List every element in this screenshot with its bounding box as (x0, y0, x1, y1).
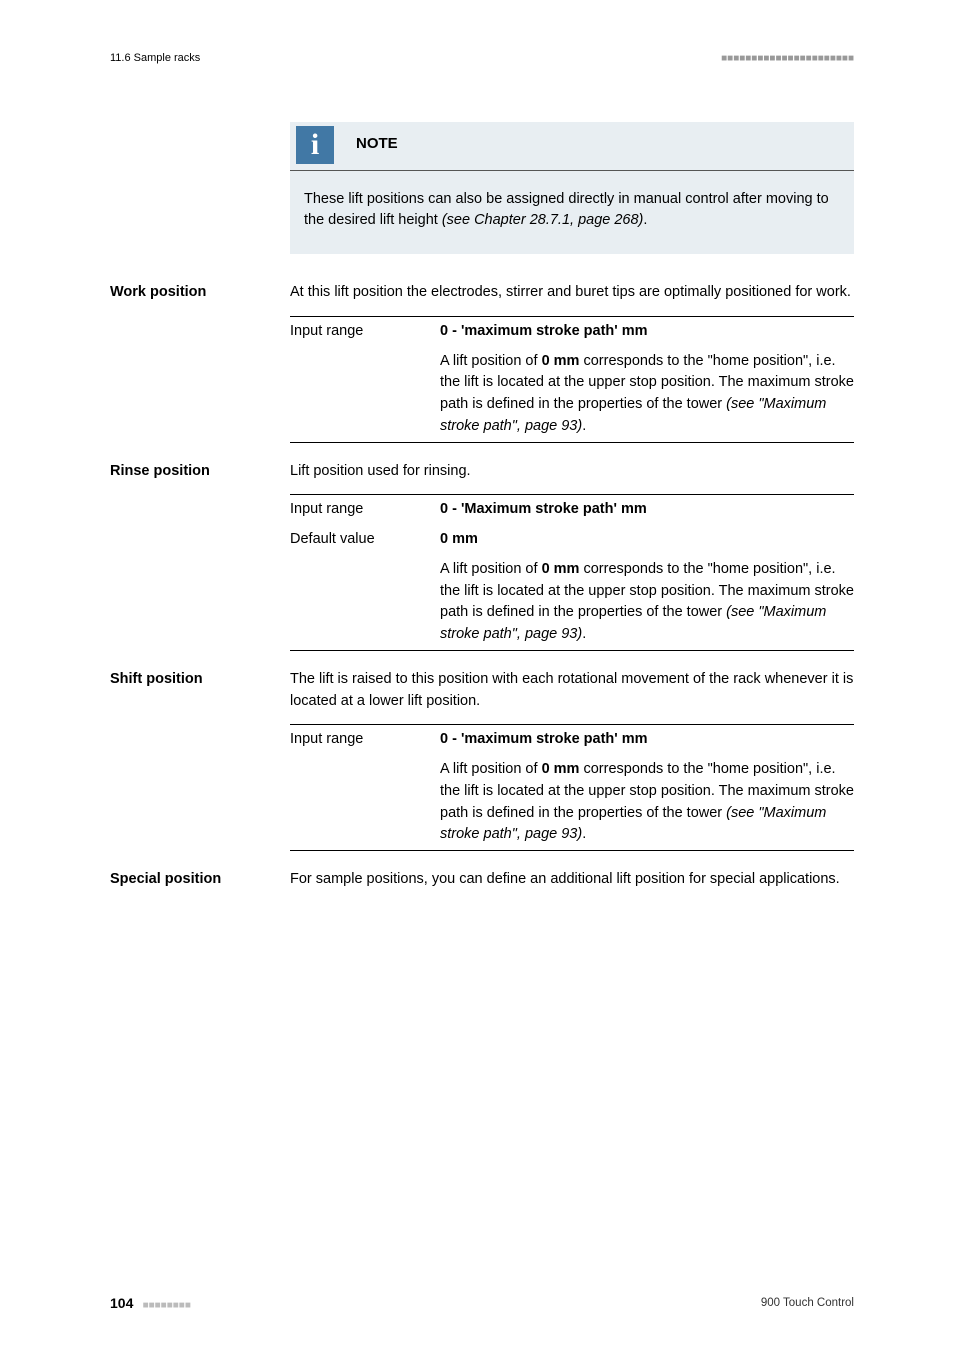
section-work: Work position At this lift position the … (110, 282, 854, 443)
rinse-intro: Lift position used for rinsing. (290, 461, 854, 483)
rinse-desc: A lift position of 0 mm corresponds to t… (440, 555, 854, 651)
shift-label: Shift position (110, 669, 290, 691)
rinse-table: Input range 0 - 'Maximum stroke path' mm… (290, 494, 854, 651)
info-icon: i (296, 126, 334, 164)
page-footer: 104 ■■■■■■■■ 900 Touch Control (110, 1293, 854, 1314)
note-body-post: . (643, 212, 647, 228)
shift-intro: The lift is raised to this position with… (290, 669, 854, 713)
work-range: 0 - 'maximum stroke path' mm (440, 316, 854, 346)
shift-desc: A lift position of 0 mm corresponds to t… (440, 755, 854, 851)
shift-table: Input range 0 - 'maximum stroke path' mm… (290, 724, 854, 851)
footer-dashes: ■■■■■■■■ (143, 1300, 191, 1311)
info-icon-glyph: i (311, 122, 319, 167)
rinse-default-label: Default value (290, 525, 440, 555)
rinse-label: Rinse position (110, 461, 290, 483)
note-title: NOTE (356, 133, 398, 156)
shift-input-label: Input range (290, 725, 440, 755)
rinse-default-value: 0 mm (440, 525, 854, 555)
rinse-input-label: Input range (290, 495, 440, 525)
section-special: Special position For sample positions, y… (110, 869, 854, 903)
special-label: Special position (110, 869, 290, 891)
work-desc: A lift position of 0 mm corresponds to t… (440, 347, 854, 443)
page-header: 11.6 Sample racks ■■■■■■■■■■■■■■■■■■■■■■ (110, 50, 854, 67)
header-dashes: ■■■■■■■■■■■■■■■■■■■■■■ (721, 51, 854, 66)
note-head: i NOTE (290, 122, 854, 171)
page-number: 104 (110, 1295, 133, 1311)
shift-range: 0 - 'maximum stroke path' mm (440, 725, 854, 755)
work-label: Work position (110, 282, 290, 304)
section-shift: Shift position The lift is raised to thi… (110, 669, 854, 851)
footer-left: 104 ■■■■■■■■ (110, 1293, 191, 1314)
footer-product: 900 Touch Control (761, 1295, 854, 1312)
header-section-ref: 11.6 Sample racks (110, 50, 200, 67)
work-input-label: Input range (290, 316, 440, 346)
section-rinse: Rinse position Lift position used for ri… (110, 461, 854, 651)
work-intro: At this lift position the electrodes, st… (290, 282, 854, 304)
note-body-ref: (see Chapter 28.7.1, page 268) (442, 212, 644, 228)
work-table: Input range 0 - 'maximum stroke path' mm… (290, 316, 854, 443)
note-body: These lift positions can also be assigne… (290, 171, 854, 255)
note-box: i NOTE These lift positions can also be … (290, 122, 854, 255)
special-intro: For sample positions, you can define an … (290, 869, 854, 891)
rinse-range: 0 - 'Maximum stroke path' mm (440, 495, 854, 525)
